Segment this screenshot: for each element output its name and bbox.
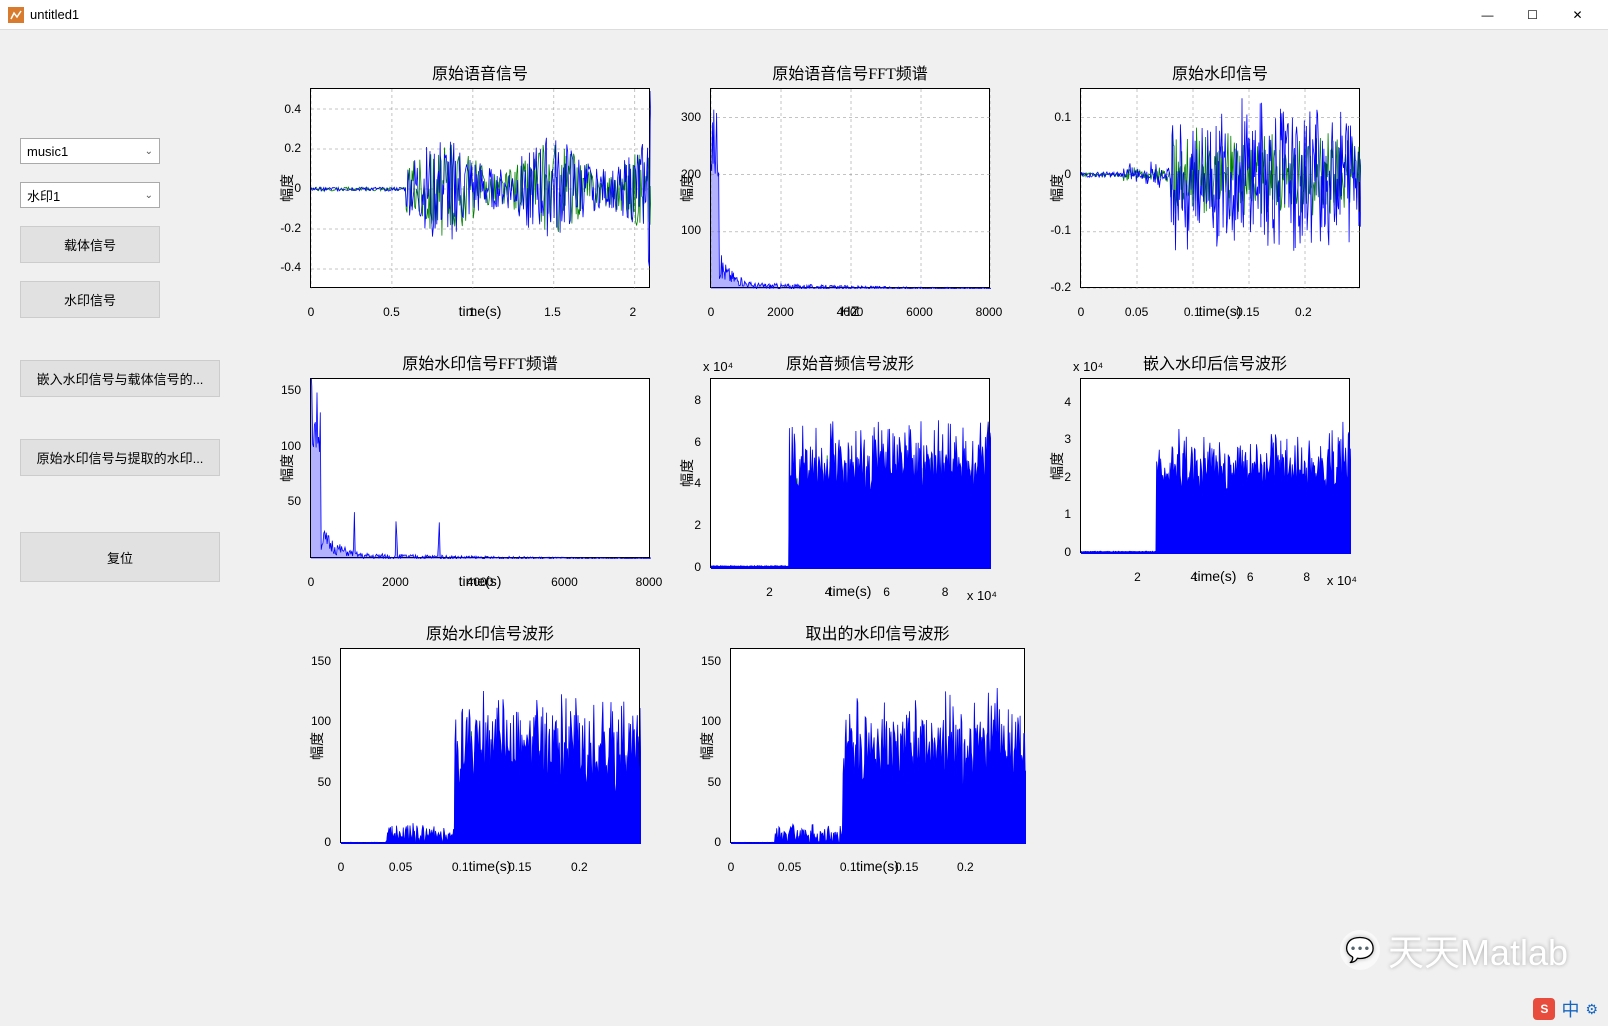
chart-c2: 原始语音信号FFT频谱幅度HZ1002003000200040006000800… xyxy=(710,60,990,288)
chart-c6: 嵌入水印后信号波形 x 10⁴x 10⁴幅度time(s)012342468 xyxy=(1080,350,1350,553)
extract-compare-button[interactable]: 原始水印信号与提取的水印... xyxy=(20,439,220,476)
window-controls: — ☐ ✕ xyxy=(1465,0,1600,30)
window-titlebar: untitled1 — ☐ ✕ xyxy=(0,0,1608,30)
chart-axes: 幅度HZ10020030002000400060008000 xyxy=(710,88,990,288)
chart-c7: 原始水印信号波形幅度time(s)05010015000.050.10.150.… xyxy=(340,620,640,843)
chart-c8: 取出的水印信号波形幅度time(s)05010015000.050.10.150… xyxy=(730,620,1025,843)
chart-axes: 幅度time(s)05010015000.050.10.150.2 xyxy=(730,648,1025,843)
chart-title: 原始语音信号FFT频谱 xyxy=(710,60,990,84)
chart-title: 原始水印信号 xyxy=(1080,60,1360,84)
combo-value: 水印1 xyxy=(27,186,60,205)
chart-c4: 原始水印信号FFT频谱幅度time(s)50100150020004000600… xyxy=(310,350,650,558)
tray-icon-1: S xyxy=(1533,998,1555,1020)
combo-value: music1 xyxy=(27,144,68,159)
watermark-text: 天天Matlab xyxy=(1388,924,1568,976)
chart-title: 嵌入水印后信号波形 xyxy=(1080,350,1350,374)
tray-icon-3: ⚙ xyxy=(1585,1001,1598,1018)
music-select[interactable]: music1 ⌄ xyxy=(20,138,160,164)
chart-title: 原始水印信号波形 xyxy=(340,620,640,644)
minimize-button[interactable]: — xyxy=(1465,0,1510,30)
chart-axes: 幅度time(s)-0.2-0.100.100.050.10.150.2 xyxy=(1080,88,1360,288)
chart-axes: 幅度time(s)5010015002000400060008000 xyxy=(310,378,650,558)
chart-c3: 原始水印信号幅度time(s)-0.2-0.100.100.050.10.150… xyxy=(1080,60,1360,288)
watermark-signal-button[interactable]: 水印信号 xyxy=(20,281,160,318)
sidebar: music1 ⌄ 水印1 ⌄ 载体信号 水印信号 嵌入水印信号与载体信号的...… xyxy=(0,30,240,1026)
chart-area: 原始语音信号幅度time(s)-0.4-0.200.20.400.511.52原… xyxy=(240,30,1608,1026)
app-icon xyxy=(8,7,24,23)
chart-c1: 原始语音信号幅度time(s)-0.4-0.200.20.400.511.52 xyxy=(310,60,650,288)
chart-title: 原始水印信号FFT频谱 xyxy=(310,350,650,374)
embed-compare-button[interactable]: 嵌入水印信号与载体信号的... xyxy=(20,360,220,397)
watermark-overlay: 💬 天天Matlab xyxy=(1340,924,1568,976)
tray-icon-2: 中 xyxy=(1561,996,1579,1022)
chart-c5: 原始音频信号波形 x 10⁴x 10⁴幅度time(s)024682468 xyxy=(710,350,990,568)
maximize-button[interactable]: ☐ xyxy=(1510,0,1555,30)
carrier-signal-button[interactable]: 载体信号 xyxy=(20,226,160,263)
window-title: untitled1 xyxy=(30,7,79,22)
chart-axes: x 10⁴x 10⁴幅度time(s)024682468 xyxy=(710,378,990,568)
chart-axes: 幅度time(s)-0.4-0.200.20.400.511.52 xyxy=(310,88,650,288)
chevron-down-icon: ⌄ xyxy=(145,190,153,201)
reset-button[interactable]: 复位 xyxy=(20,532,220,582)
chart-axes: x 10⁴x 10⁴幅度time(s)012342468 xyxy=(1080,378,1350,553)
chart-title: 原始语音信号 xyxy=(310,60,650,84)
chart-title: 原始音频信号波形 xyxy=(710,350,990,374)
chart-title: 取出的水印信号波形 xyxy=(730,620,1025,644)
tray-icons: S 中 ⚙ xyxy=(1533,996,1598,1022)
watermark-select[interactable]: 水印1 ⌄ xyxy=(20,182,160,208)
chart-axes: 幅度time(s)05010015000.050.10.150.2 xyxy=(340,648,640,843)
chevron-down-icon: ⌄ xyxy=(145,146,153,157)
close-button[interactable]: ✕ xyxy=(1555,0,1600,30)
wechat-icon: 💬 xyxy=(1340,930,1380,970)
